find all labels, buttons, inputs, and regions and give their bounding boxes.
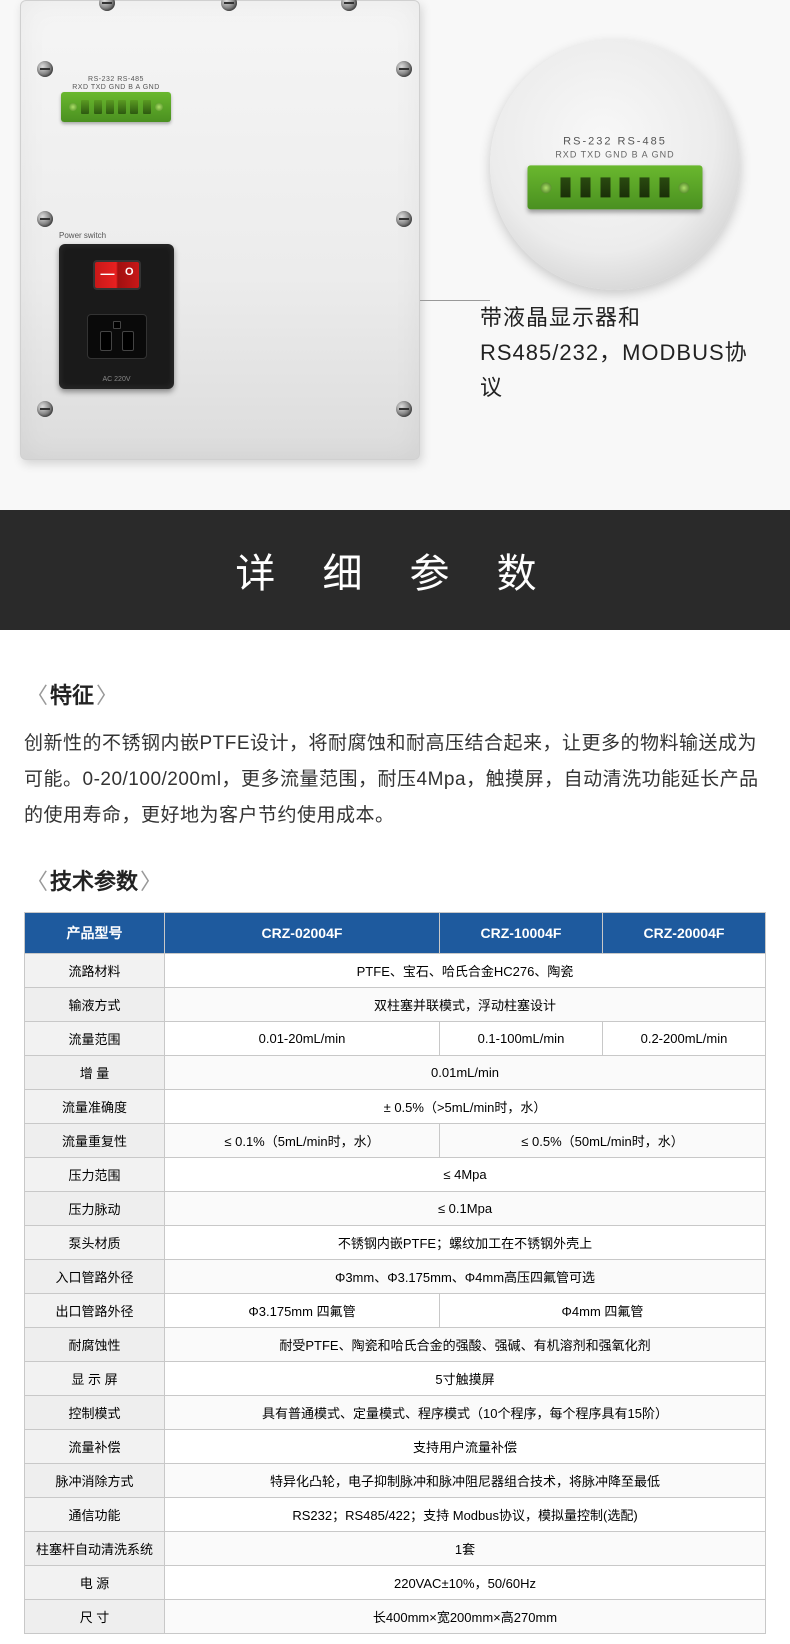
spec-value: ≤ 0.1%（5mL/min时，水） — [165, 1124, 440, 1158]
spec-label: 流量重复性 — [25, 1124, 165, 1158]
angle-bracket-icon: 〉 — [96, 683, 118, 708]
table-row: 显 示 屏5寸触摸屏 — [25, 1362, 766, 1396]
small-terminal-block: RS-232 RS-485 RXD TXD GND B A GND — [61, 76, 171, 122]
table-body: 流路材料PTFE、宝石、哈氏合金HC276、陶瓷输液方式双柱塞并联模式，浮动柱塞… — [25, 954, 766, 1634]
content-area: 〈特征〉 创新性的不锈钢内嵌PTFE设计，将耐腐蚀和耐高压结合起来，让更多的物料… — [0, 630, 790, 1644]
spec-label: 流量范围 — [25, 1022, 165, 1056]
power-rocker-switch — [93, 260, 141, 290]
spec-value: 0.01-20mL/min — [165, 1022, 440, 1056]
table-row: 流量重复性≤ 0.1%（5mL/min时，水）≤ 0.5%（50mL/min时，… — [25, 1124, 766, 1158]
table-row: 流路材料PTFE、宝石、哈氏合金HC276、陶瓷 — [25, 954, 766, 988]
table-header-label: 产品型号 — [25, 913, 165, 954]
section-banner: 详 细 参 数 — [0, 510, 790, 630]
spec-value: 支持用户流量补偿 — [165, 1430, 766, 1464]
spec-value: Φ3mm、Φ3.175mm、Φ4mm高压四氟管可选 — [165, 1260, 766, 1294]
spec-label: 电 源 — [25, 1566, 165, 1600]
spec-value: 0.2-200mL/min — [602, 1022, 765, 1056]
banner-title: 详 细 参 数 — [235, 541, 554, 599]
spec-value: Φ4mm 四氟管 — [439, 1294, 765, 1328]
terminal-closeup-circle: RS-232 RS-485 RXD TXD GND B A GND — [490, 40, 740, 290]
spec-label: 流量补偿 — [25, 1430, 165, 1464]
closeup-terminal-connector — [528, 165, 703, 209]
spec-label: 尺 寸 — [25, 1600, 165, 1634]
spec-value: ≤ 4Mpa — [165, 1158, 766, 1192]
spec-label: 脉冲消除方式 — [25, 1464, 165, 1498]
spec-label: 压力脉动 — [25, 1192, 165, 1226]
power-switch-label: Power switch — [59, 231, 174, 240]
table-row: 流量范围0.01-20mL/min0.1-100mL/min0.2-200mL/… — [25, 1022, 766, 1056]
spec-value: PTFE、宝石、哈氏合金HC276、陶瓷 — [165, 954, 766, 988]
ac-voltage-label: AC 220V — [59, 376, 174, 383]
spec-label: 流量准确度 — [25, 1090, 165, 1124]
hero-section: RS-232 RS-485 RXD TXD GND B A GND Power … — [0, 0, 790, 510]
spec-value: 0.1-100mL/min — [439, 1022, 602, 1056]
table-row: 控制模式具有普通模式、定量模式、程序模式（10个程序，每个程序具有15阶） — [25, 1396, 766, 1430]
table-row: 输液方式双柱塞并联模式，浮动柱塞设计 — [25, 988, 766, 1022]
table-row: 柱塞杆自动清洗系统1套 — [25, 1532, 766, 1566]
spec-value: 5寸触摸屏 — [165, 1362, 766, 1396]
table-row: 压力范围≤ 4Mpa — [25, 1158, 766, 1192]
table-row: 尺 寸长400mm×宽200mm×高270mm — [25, 1600, 766, 1634]
spec-value: 不锈钢内嵌PTFE；螺纹加工在不锈钢外壳上 — [165, 1226, 766, 1260]
power-module: AC 220V — [59, 244, 174, 389]
angle-bracket-icon: 〈 — [26, 683, 48, 708]
terminal-port-label: RS-232 RS-485 — [61, 76, 171, 83]
table-row: 通信功能RS232；RS485/422；支持 Modbus协议，模拟量控制(选配… — [25, 1498, 766, 1532]
features-description: 创新性的不锈钢内嵌PTFE设计，将耐腐蚀和耐高压结合起来，让更多的物料输送成为可… — [24, 726, 766, 834]
features-heading: 〈特征〉 — [24, 678, 766, 710]
table-header-row: 产品型号CRZ-02004FCRZ-10004FCRZ-20004F — [25, 913, 766, 954]
spec-label: 流路材料 — [25, 954, 165, 988]
power-block: Power switch AC 220V — [59, 231, 174, 389]
closeup-pin-label: RXD TXD GND B A GND — [528, 149, 703, 159]
spec-value: ± 0.5%（>5mL/min时，水） — [165, 1090, 766, 1124]
table-row: 电 源220VAC±10%，50/60Hz — [25, 1566, 766, 1600]
specs-table: 产品型号CRZ-02004FCRZ-10004FCRZ-20004F 流路材料P… — [24, 912, 766, 1634]
spec-label: 通信功能 — [25, 1498, 165, 1532]
table-header-model: CRZ-10004F — [439, 913, 602, 954]
spec-label: 出口管路外径 — [25, 1294, 165, 1328]
spec-label: 增 量 — [25, 1056, 165, 1090]
spec-value: RS232；RS485/422；支持 Modbus协议，模拟量控制(选配) — [165, 1498, 766, 1532]
spec-label: 柱塞杆自动清洗系统 — [25, 1532, 165, 1566]
iec-inlet — [87, 314, 147, 359]
spec-label: 显 示 屏 — [25, 1362, 165, 1396]
specs-heading: 〈技术参数〉 — [24, 864, 766, 896]
table-row: 出口管路外径Φ3.175mm 四氟管Φ4mm 四氟管 — [25, 1294, 766, 1328]
spec-label: 入口管路外径 — [25, 1260, 165, 1294]
terminal-pin-label: RXD TXD GND B A GND — [61, 84, 171, 91]
spec-label: 泵头材质 — [25, 1226, 165, 1260]
table-row: 泵头材质不锈钢内嵌PTFE；螺纹加工在不锈钢外壳上 — [25, 1226, 766, 1260]
closeup-port-label: RS-232 RS-485 — [528, 135, 703, 147]
table-header-model: CRZ-02004F — [165, 913, 440, 954]
callout-text: 带液晶显示器和RS485/232，MODBUS协议 — [480, 300, 760, 406]
table-header-model: CRZ-20004F — [602, 913, 765, 954]
device-back-panel: RS-232 RS-485 RXD TXD GND B A GND Power … — [20, 0, 420, 460]
spec-label: 输液方式 — [25, 988, 165, 1022]
spec-value: 特异化凸轮，电子抑制脉冲和脉冲阻尼器组合技术，将脉冲降至最低 — [165, 1464, 766, 1498]
terminal-connector — [61, 92, 171, 122]
spec-value: 220VAC±10%，50/60Hz — [165, 1566, 766, 1600]
spec-label: 控制模式 — [25, 1396, 165, 1430]
table-row: 增 量0.01mL/min — [25, 1056, 766, 1090]
angle-bracket-icon: 〈 — [26, 869, 48, 894]
table-row: 压力脉动≤ 0.1Mpa — [25, 1192, 766, 1226]
angle-bracket-icon: 〉 — [140, 869, 162, 894]
spec-value: 长400mm×宽200mm×高270mm — [165, 1600, 766, 1634]
spec-value: 1套 — [165, 1532, 766, 1566]
spec-value: 耐受PTFE、陶瓷和哈氏合金的强酸、强碱、有机溶剂和强氧化剂 — [165, 1328, 766, 1362]
table-row: 流量准确度± 0.5%（>5mL/min时，水） — [25, 1090, 766, 1124]
spec-value: ≤ 0.1Mpa — [165, 1192, 766, 1226]
spec-label: 耐腐蚀性 — [25, 1328, 165, 1362]
table-row: 入口管路外径Φ3mm、Φ3.175mm、Φ4mm高压四氟管可选 — [25, 1260, 766, 1294]
spec-value: Φ3.175mm 四氟管 — [165, 1294, 440, 1328]
spec-value: 具有普通模式、定量模式、程序模式（10个程序，每个程序具有15阶） — [165, 1396, 766, 1430]
table-row: 流量补偿支持用户流量补偿 — [25, 1430, 766, 1464]
spec-value: ≤ 0.5%（50mL/min时，水） — [439, 1124, 765, 1158]
spec-value: 0.01mL/min — [165, 1056, 766, 1090]
spec-label: 压力范围 — [25, 1158, 165, 1192]
table-row: 脉冲消除方式特异化凸轮，电子抑制脉冲和脉冲阻尼器组合技术，将脉冲降至最低 — [25, 1464, 766, 1498]
spec-value: 双柱塞并联模式，浮动柱塞设计 — [165, 988, 766, 1022]
table-row: 耐腐蚀性耐受PTFE、陶瓷和哈氏合金的强酸、强碱、有机溶剂和强氧化剂 — [25, 1328, 766, 1362]
